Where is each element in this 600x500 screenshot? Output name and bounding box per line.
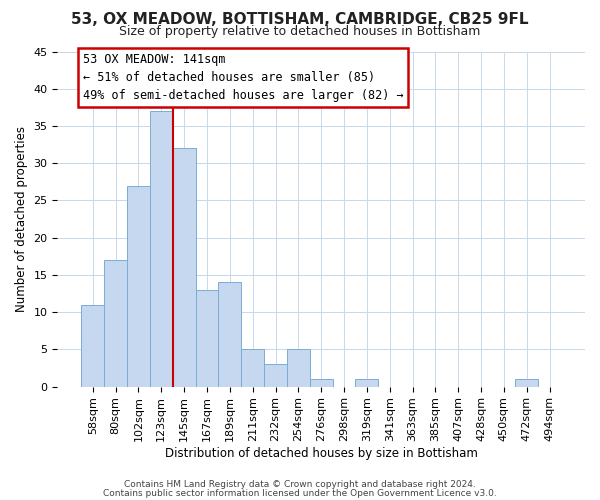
- Text: 53, OX MEADOW, BOTTISHAM, CAMBRIDGE, CB25 9FL: 53, OX MEADOW, BOTTISHAM, CAMBRIDGE, CB2…: [71, 12, 529, 28]
- Text: Contains public sector information licensed under the Open Government Licence v3: Contains public sector information licen…: [103, 490, 497, 498]
- Text: Contains HM Land Registry data © Crown copyright and database right 2024.: Contains HM Land Registry data © Crown c…: [124, 480, 476, 489]
- Bar: [104, 260, 127, 386]
- X-axis label: Distribution of detached houses by size in Bottisham: Distribution of detached houses by size …: [165, 447, 478, 460]
- Bar: [196, 290, 218, 386]
- Bar: [264, 364, 287, 386]
- Bar: [150, 111, 173, 386]
- Bar: [287, 350, 310, 387]
- Bar: [82, 304, 104, 386]
- Y-axis label: Number of detached properties: Number of detached properties: [15, 126, 28, 312]
- Bar: [355, 379, 379, 386]
- Text: 53 OX MEADOW: 141sqm
← 51% of detached houses are smaller (85)
49% of semi-detac: 53 OX MEADOW: 141sqm ← 51% of detached h…: [83, 53, 403, 102]
- Bar: [241, 350, 264, 387]
- Bar: [515, 379, 538, 386]
- Bar: [218, 282, 241, 387]
- Bar: [173, 148, 196, 386]
- Text: Size of property relative to detached houses in Bottisham: Size of property relative to detached ho…: [119, 25, 481, 38]
- Bar: [127, 186, 150, 386]
- Bar: [310, 379, 332, 386]
